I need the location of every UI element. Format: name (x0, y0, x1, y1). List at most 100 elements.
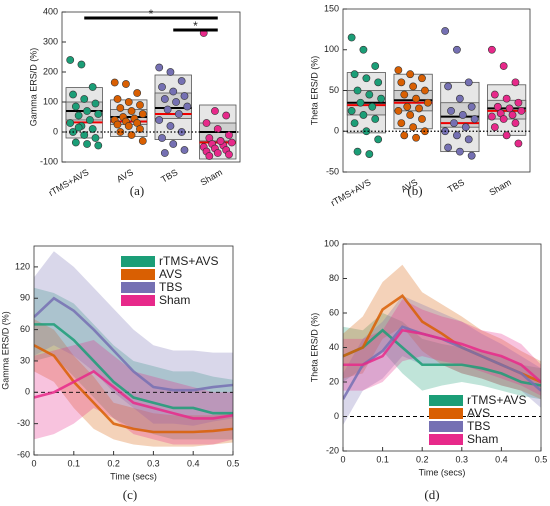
data-point (222, 111, 231, 120)
data-point (371, 115, 380, 123)
data-point (403, 102, 412, 111)
data-point (365, 150, 374, 158)
data-point (169, 87, 178, 96)
data-point (502, 94, 511, 103)
y-tick-label: 400 (43, 6, 58, 16)
data-point (133, 89, 142, 97)
axes-frame (33, 245, 234, 456)
error-band (343, 264, 541, 400)
data-point (77, 60, 86, 69)
legend-label: AVS (159, 267, 182, 281)
data-point (421, 86, 429, 95)
data-point (83, 140, 91, 148)
data-point (517, 106, 526, 115)
data-point (124, 98, 133, 106)
series-line (34, 344, 233, 434)
significance-label: * (193, 19, 198, 33)
data-point (353, 147, 362, 156)
legend-swatch (429, 408, 463, 419)
data-point (202, 119, 211, 127)
series-line (34, 369, 233, 420)
data-point (453, 45, 461, 54)
data-point (511, 119, 520, 127)
data-point (71, 138, 80, 147)
data-point (166, 68, 175, 76)
legend-swatch (121, 282, 155, 293)
data-point (155, 116, 164, 124)
data-point (397, 78, 406, 87)
x-axis-label: Time (secs) (419, 467, 466, 477)
error-band (34, 319, 233, 447)
data-point (362, 127, 371, 136)
data-point (94, 141, 103, 150)
series-line (343, 328, 541, 387)
data-point (374, 135, 383, 144)
data-point (74, 123, 83, 132)
data-point (183, 102, 192, 111)
legend-swatch (121, 269, 155, 280)
data-point (394, 66, 403, 75)
y-tick-label: 50 (329, 85, 339, 95)
data-point (487, 112, 496, 121)
significance-label: * (149, 7, 154, 21)
plot-area (343, 27, 530, 160)
data-point (347, 33, 356, 42)
data-point (174, 110, 183, 118)
x-tick-label: 0.2 (416, 454, 429, 464)
data-point (69, 90, 77, 99)
data-point (347, 106, 356, 115)
data-point (88, 125, 97, 133)
data-point (110, 78, 119, 87)
data-point (490, 123, 499, 132)
data-point (359, 111, 368, 119)
legend-swatch (429, 434, 463, 445)
y-tick-label: 40 (329, 342, 339, 352)
series-line (34, 296, 233, 392)
axes-frame (61, 11, 241, 163)
data-point (80, 95, 89, 103)
y-tick-label: 150 (324, 3, 339, 13)
data-point (499, 115, 508, 123)
data-point (74, 111, 83, 120)
x-tick-label: rTMS+AVS (47, 167, 91, 198)
y-axis-label: Theta ERS/D (%) (309, 313, 319, 383)
data-point (116, 104, 125, 112)
y-tick-label: 90 (20, 293, 30, 303)
data-point (444, 143, 452, 152)
data-point (423, 98, 432, 107)
data-point (487, 45, 496, 54)
x-tick-label: 0.3 (456, 454, 469, 464)
legend-swatch (429, 395, 463, 406)
data-point (356, 98, 365, 107)
data-point (415, 104, 423, 113)
data-point (205, 152, 214, 160)
y-tick-label: 0 (53, 126, 58, 136)
data-point (180, 146, 189, 154)
data-point (350, 70, 359, 79)
data-point (453, 131, 461, 140)
data-point (441, 27, 450, 35)
panel-label: (a) (130, 183, 144, 198)
data-point (66, 56, 75, 64)
y-tick-label: -20 (326, 445, 339, 455)
data-point (177, 77, 186, 85)
data-point (160, 149, 169, 157)
x-tick-label: 0.3 (147, 458, 160, 468)
y-tick-label: 100 (324, 44, 339, 54)
data-point (502, 131, 511, 140)
legend-label: rTMS+AVS (159, 254, 218, 268)
data-point (400, 131, 409, 140)
data-point (225, 150, 233, 159)
y-tick-label: 80 (329, 273, 339, 283)
data-point (450, 119, 458, 127)
data-point (444, 82, 452, 91)
y-tick-label: -100 (40, 156, 58, 166)
data-point (127, 107, 136, 115)
data-point (172, 98, 180, 106)
data-point (91, 99, 100, 108)
data-point (394, 106, 403, 115)
panel-label: (b) (407, 183, 422, 198)
data-point (499, 62, 508, 70)
data-point (371, 62, 380, 70)
series-line (343, 328, 541, 383)
